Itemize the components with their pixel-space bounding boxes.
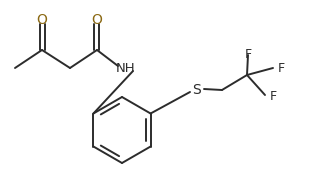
Text: F: F [278, 61, 285, 74]
Text: NH: NH [116, 61, 136, 74]
Text: F: F [270, 89, 277, 103]
Text: F: F [244, 47, 251, 60]
Text: S: S [193, 83, 201, 97]
Text: O: O [37, 13, 47, 27]
Text: O: O [91, 13, 102, 27]
